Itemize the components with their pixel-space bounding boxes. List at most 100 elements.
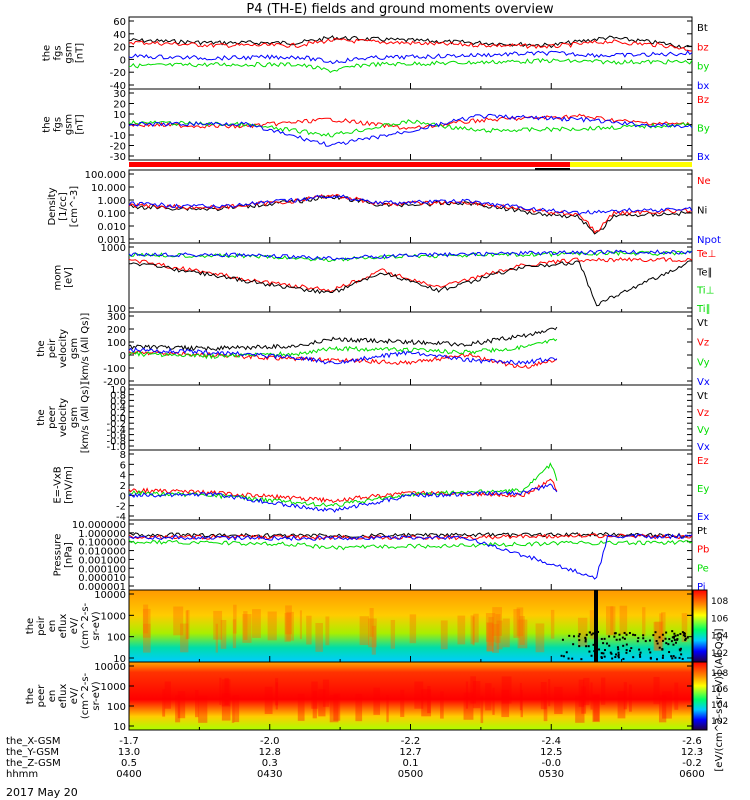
heatmap-band [495, 614, 501, 643]
y-tick-label: 20 [113, 43, 126, 54]
heatmap-noise [642, 637, 645, 640]
heatmap-noise [639, 651, 642, 654]
heatmap-noise [614, 632, 617, 635]
legend-entry: Pe [697, 563, 709, 574]
y-tick-label: 10.000 [91, 183, 126, 194]
heatmap-band [224, 677, 229, 706]
panel-fgs-gsm: 60 40 200 -20 -40 the fgs gsm [nT] Bt bz by bx [42, 16, 709, 92]
heatmap-noise [658, 636, 661, 639]
panel-peer-eflux: 108 106 104 102 10000 1000 100 10 the peer en eflux… [25, 661, 728, 733]
heatmap-noise [584, 636, 587, 639]
y-axis-label: velocity [58, 398, 69, 437]
series-line-Pt [128, 531, 693, 539]
heatmap-noise [673, 632, 676, 635]
heatmap-noise [623, 631, 626, 634]
y-tick-label: 1.000 [97, 196, 126, 207]
panel-frame [128, 449, 693, 521]
y-tick-label: 10000 [94, 662, 126, 673]
heatmap-noise [654, 631, 657, 634]
heatmap-band [681, 613, 688, 642]
legend-entry: Npot [697, 235, 721, 246]
heatmap-noise [672, 635, 675, 638]
heatmap-noise [603, 637, 606, 640]
heatmap-band [577, 617, 588, 647]
colorbar-label: [eV/(cm^2-s-sr-eV)] (All Qs)] [714, 628, 725, 771]
heatmap-band [390, 619, 396, 649]
y-tick-label: 1.0 [110, 385, 126, 396]
y-tick-label: 0.000100 [78, 564, 126, 575]
heatmap-noise [585, 633, 588, 636]
legend-entry: bx [697, 81, 709, 92]
y-tick-label: 0.100 [97, 209, 126, 220]
heatmap-band [658, 695, 667, 723]
heatmap-noise [658, 646, 661, 649]
x-row-value: 12.8 [259, 747, 281, 758]
heatmap-noise [661, 633, 664, 636]
y-axis-label: [eV] [64, 267, 75, 288]
legend-entry: Bz [697, 95, 709, 106]
heatmap-band [162, 689, 166, 717]
heatmap-noise [609, 651, 612, 654]
y-tick-label: 1000 [101, 243, 126, 254]
mode-bar-tick [535, 168, 570, 170]
y-tick-label: 0.010 [97, 222, 126, 233]
colorbar-scale [692, 589, 708, 663]
y-axis-label: the [25, 688, 36, 704]
heatmap-band [513, 609, 521, 638]
heatmap-band [297, 693, 305, 721]
legend-entry: Ez [697, 456, 709, 467]
heatmap-band [198, 695, 208, 723]
x-row-label: hhmm [6, 769, 38, 780]
heatmap-noise [588, 650, 591, 653]
heatmap-noise [670, 640, 673, 643]
heatmap-band [219, 677, 222, 705]
heatmap-band [322, 679, 330, 707]
y-axis-label: Density [47, 187, 58, 225]
y-tick-label: 0.010000 [78, 547, 126, 558]
y-tick-label: -2 [116, 502, 126, 513]
y-axis-label: fgs [53, 117, 64, 132]
heatmap-noise [617, 654, 620, 657]
heatmap-band [312, 691, 317, 719]
heatmap-noise [644, 640, 647, 643]
x-row-value: 0.5 [121, 758, 137, 769]
series-line-Vx [128, 347, 558, 365]
y-tick-label: 8 [120, 450, 126, 461]
y-axis-label: the [36, 409, 47, 425]
heatmap-band [306, 615, 312, 645]
heatmap-band [195, 689, 199, 718]
heatmap-band [275, 678, 279, 706]
x-row-label: the_Z-GSM [6, 758, 61, 769]
y-tick-label: -30 [110, 152, 126, 163]
heatmap-band [589, 610, 597, 639]
panel-frame [128, 384, 693, 451]
heatmap-band [264, 686, 273, 715]
heatmap-noise [615, 638, 618, 641]
heatmap-noise [655, 640, 658, 643]
y-tick-label: 4 [120, 471, 126, 482]
heatmap-noise [676, 634, 679, 637]
y-axis-label: eflux [58, 614, 69, 639]
y-axis-label: the [42, 116, 53, 132]
heatmap-noise [632, 633, 635, 636]
heatmap-noise [667, 643, 670, 646]
heatmap-noise [625, 649, 628, 652]
legend-entry: Ti∥ [696, 304, 711, 315]
heatmap-band [143, 604, 149, 634]
panel-pressure: 10.0000001.0000000.1000000.0100000.00100… [53, 519, 709, 593]
heatmap-noise [628, 632, 631, 635]
heatmap-noise [578, 633, 581, 636]
heatmap-band [233, 604, 237, 634]
legend-entry: Vz [697, 338, 709, 349]
legend-entry: Te∥ [696, 267, 713, 278]
heatmap-band [642, 607, 646, 636]
heatmap-band [215, 623, 219, 653]
series-line-Pi [128, 533, 693, 580]
heatmap-band [440, 620, 448, 650]
heatmap-noise [622, 657, 625, 660]
y-tick-label: -20 [110, 142, 126, 153]
heatmap-noise [674, 641, 677, 644]
x-row-value: 0530 [539, 769, 564, 780]
heatmap-band [540, 682, 547, 710]
